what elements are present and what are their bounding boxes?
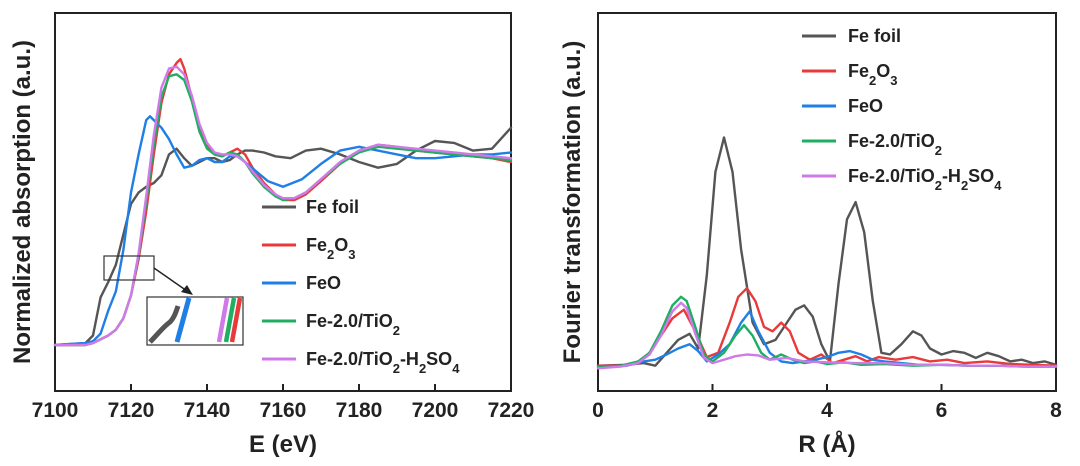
xanes-legend-item-fe-2-0-tio2: Fe-2.0/TiO2 (262, 311, 400, 338)
inset-fe-foil-line (148, 305, 181, 344)
xanes-series-fe2o3 (53, 57, 513, 347)
exafs-legend-label: Fe-2.0/TiO2-H2SO4 (848, 166, 1002, 193)
legend-subscript: 2 (869, 73, 876, 88)
exafs-legend-label: Fe foil (848, 26, 901, 46)
xanes-legend: Fe foilFe2O3FeOFe-2.0/TiO2Fe-2.0/TiO2-H2… (262, 197, 460, 376)
xanes-legend-label: Fe-2.0/TiO2 (306, 311, 400, 338)
inset-feo-line (174, 297, 192, 343)
xanes-x-tick-label: 7100 (32, 399, 79, 422)
legend-text: SO (968, 166, 994, 186)
xanes-x-axis-title: E (eV) (249, 431, 317, 458)
inset-h2so4-line (216, 297, 230, 343)
xanes-legend-label: Fe2O3 (306, 235, 356, 262)
legend-subscript: 2 (935, 143, 942, 158)
exafs-legend-item-fe-foil: Fe foil (802, 26, 901, 46)
legend-text: Fe foil (848, 26, 901, 46)
xanes-legend-item-fe2o3: Fe2O3 (262, 235, 356, 262)
xanes-y-axis-title: Normalized absorption (a.u.) (9, 40, 36, 364)
legend-text: Fe (848, 61, 869, 81)
legend-text: SO (426, 349, 452, 369)
xanes-x-tick-label: 7200 (412, 399, 459, 422)
exafs-legend-item-fe-2-0-tio2-h2so4: Fe-2.0/TiO2-H2SO4 (802, 166, 1002, 193)
exafs-legend-label: FeO (848, 96, 883, 116)
legend-subscript: 3 (890, 73, 897, 88)
exafs-panel: Fourier transformation (a.u.) R (Å) 0 2 4 6… (559, 12, 1062, 458)
exafs-y-axis-title: Fourier transformation (a.u.) (559, 41, 586, 364)
xanes-plot-frame (54, 12, 512, 392)
xanes-legend-label: FeO (306, 273, 341, 293)
xanes-series-fe-2-0-tio2-h2so4 (53, 65, 513, 347)
xanes-series-feo (53, 115, 513, 347)
legend-text: -H (942, 166, 961, 186)
legend-text: Fe-2.0/TiO (848, 131, 935, 151)
legend-text: -H (400, 349, 419, 369)
legend-text: O (334, 235, 348, 255)
inset-fe2o3-line (229, 297, 243, 343)
exafs-x-ticks: 0 2 4 6 8 (592, 384, 1062, 422)
exafs-x-tick-label: 6 (936, 399, 948, 422)
legend-subscript: 3 (348, 247, 355, 262)
exafs-x-tick-label: 8 (1050, 399, 1062, 422)
xanes-legend-label: Fe foil (306, 197, 359, 217)
xanes-x-ticks: 7100 7120 7140 7160 7180 7200 7220 (32, 384, 535, 422)
legend-text: Fe-2.0/TiO (306, 349, 393, 369)
exafs-legend: Fe foilFe2O3FeOFe-2.0/TiO2Fe-2.0/TiO2-H2… (802, 26, 1002, 193)
exafs-legend-item-feo: FeO (802, 96, 883, 116)
legend-text: Fe-2.0/TiO (306, 311, 393, 331)
legend-text: FeO (848, 96, 883, 116)
exafs-legend-label: Fe-2.0/TiO2 (848, 131, 942, 158)
exafs-legend-label: Fe2O3 (848, 61, 898, 88)
xanes-series-fe-2-0-tio2 (53, 73, 513, 347)
xanes-x-tick-label: 7180 (336, 399, 383, 422)
xanes-legend-label: Fe-2.0/TiO2-H2SO4 (306, 349, 460, 376)
xanes-x-tick-label: 7120 (108, 399, 155, 422)
legend-text: Fe foil (306, 197, 359, 217)
inset-tio2-line (223, 297, 237, 343)
legend-text: O (876, 61, 890, 81)
zoom-inset (146, 296, 244, 346)
exafs-series-fe-2-0-tio2-h2so4 (596, 301, 1058, 370)
exafs-x-tick-label: 2 (707, 399, 719, 422)
legend-subscript: 2 (327, 247, 334, 262)
legend-subscript: 2 (393, 323, 400, 338)
exafs-x-tick-label: 0 (592, 399, 604, 422)
legend-subscript: 4 (994, 178, 1002, 193)
zoom-arrow-head (181, 285, 193, 295)
xanes-legend-item-feo: FeO (262, 273, 341, 293)
legend-subscript: 2 (419, 361, 426, 376)
legend-subscript: 2 (961, 178, 968, 193)
xanes-panel: Normalized absorption (a.u.) E (eV) 7100… (9, 12, 535, 458)
exafs-series-fe-foil (596, 136, 1058, 367)
exafs-legend-item-fe-2-0-tio2: Fe-2.0/TiO2 (802, 131, 942, 158)
xanes-series-lines (53, 57, 513, 347)
legend-subscript: 2 (393, 361, 400, 376)
xanes-x-tick-label: 7140 (184, 399, 231, 422)
xanes-legend-item-fe-foil: Fe foil (262, 197, 359, 217)
legend-subscript: 4 (452, 361, 460, 376)
xanes-x-tick-label: 7220 (488, 399, 535, 422)
legend-text: Fe-2.0/TiO (848, 166, 935, 186)
zoom-arrow-line (153, 267, 188, 292)
xanes-series-fe-foil (53, 126, 513, 347)
legend-text: FeO (306, 273, 341, 293)
xanes-x-tick-label: 7160 (260, 399, 307, 422)
exafs-x-axis-title: R (Å) (798, 430, 855, 458)
xanes-legend-item-fe-2-0-tio2-h2so4: Fe-2.0/TiO2-H2SO4 (262, 349, 460, 376)
exafs-series-fe2o3 (596, 287, 1058, 367)
exafs-series-lines (596, 136, 1058, 370)
legend-subscript: 2 (935, 178, 942, 193)
legend-text: Fe (306, 235, 327, 255)
exafs-x-tick-label: 4 (821, 399, 833, 422)
exafs-legend-item-fe2o3: Fe2O3 (802, 61, 898, 88)
